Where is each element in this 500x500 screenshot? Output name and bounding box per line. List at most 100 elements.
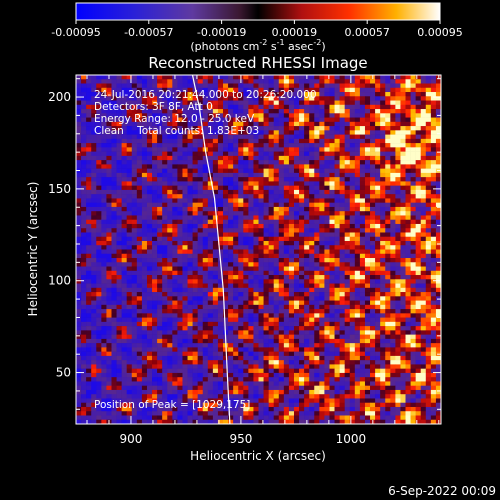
heatmap-cell [116, 317, 122, 323]
heatmap-cell [258, 117, 264, 123]
heatmap-cell [430, 338, 437, 344]
heatmap-cell [233, 283, 239, 289]
heatmap-cell [111, 321, 117, 327]
heatmap-cell [339, 321, 345, 327]
heatmap-cell [141, 177, 148, 182]
heatmap-cell [228, 347, 234, 352]
heatmap-cell [415, 113, 422, 118]
heatmap-cell [136, 368, 143, 374]
heatmap-cell [172, 360, 178, 365]
heatmap-cell [106, 130, 112, 135]
heatmap-cell [278, 87, 285, 93]
heatmap-cell [400, 317, 406, 323]
heatmap-cell [146, 211, 153, 216]
heatmap-cell [435, 300, 441, 306]
heatmap-cell [212, 283, 219, 289]
heatmap-cell [202, 164, 209, 169]
heatmap-cell [385, 304, 391, 310]
heatmap-cell [344, 215, 351, 221]
heatmap-cell [430, 96, 437, 101]
heatmap-cell [157, 253, 163, 259]
heatmap-cell [177, 343, 183, 348]
heatmap-cell [390, 300, 396, 306]
heatmap-cell [192, 309, 198, 314]
heatmap-cell [111, 313, 117, 318]
heatmap-cell [263, 360, 269, 365]
heatmap-cell [324, 134, 330, 140]
heatmap-cell [415, 245, 422, 250]
heatmap-cell [86, 117, 92, 123]
heatmap-cell [223, 109, 229, 114]
heatmap-cell [349, 143, 356, 148]
heatmap-cell [420, 338, 427, 344]
heatmap-cell [435, 364, 441, 369]
heatmap-cell [258, 100, 264, 106]
heatmap-cell [253, 172, 259, 178]
heatmap-cell [177, 87, 183, 93]
heatmap-cell [299, 155, 305, 161]
heatmap-cell [400, 164, 406, 169]
heatmap-cell [182, 253, 188, 259]
heatmap-cell [273, 279, 280, 284]
heatmap-cell [299, 300, 305, 306]
heatmap-cell [375, 266, 381, 272]
heatmap-cell [339, 266, 345, 272]
heatmap-cell [207, 253, 214, 259]
heatmap-cell [131, 185, 138, 191]
heatmap-cell [96, 279, 102, 284]
heatmap-cell [339, 113, 345, 118]
heatmap-cell [288, 262, 295, 267]
heatmap-cell [146, 351, 153, 357]
heatmap-cell [344, 266, 351, 272]
heatmap-cell [309, 219, 315, 225]
heatmap-cell [96, 206, 102, 212]
heatmap-cell [217, 223, 224, 229]
heatmap-cell [136, 206, 143, 212]
heatmap-cell [136, 258, 143, 263]
heatmap-cell [146, 130, 153, 135]
heatmap-cell [141, 228, 148, 233]
heatmap-cell [248, 211, 254, 216]
heatmap-cell [435, 147, 441, 152]
heatmap-cell [136, 151, 143, 157]
heatmap-cell [288, 194, 295, 199]
heatmap-cell [354, 100, 361, 106]
heatmap-cell [197, 121, 204, 127]
heatmap-cell [141, 109, 148, 114]
heatmap-cell [329, 287, 335, 293]
heatmap-cell [329, 326, 335, 331]
heatmap-cell [187, 202, 193, 208]
heatmap-cell [187, 151, 193, 157]
heatmap-cell [324, 270, 330, 276]
heatmap-cell [106, 266, 112, 272]
heatmap-cell [86, 262, 92, 267]
heatmap-cell [91, 189, 97, 195]
heatmap-cell [375, 317, 381, 323]
heatmap-cell [385, 96, 391, 101]
heatmap-cell [228, 143, 234, 148]
heatmap-image [76, 75, 441, 424]
heatmap-cell [430, 266, 437, 272]
heatmap-cell [111, 262, 117, 267]
heatmap-cell [141, 143, 148, 148]
heatmap-cell [293, 130, 300, 135]
heatmap-cell [76, 347, 82, 352]
heatmap-cell [415, 270, 422, 276]
heatmap-cell [405, 185, 411, 191]
heatmap-cell [91, 364, 97, 369]
heatmap-cell [121, 151, 127, 157]
heatmap-cell [420, 351, 427, 357]
heatmap-cell [354, 104, 361, 110]
heatmap-cell [136, 266, 143, 272]
heatmap-cell [349, 343, 356, 348]
heatmap-cell [364, 202, 371, 208]
heatmap-cell [111, 249, 117, 255]
heatmap-cell [228, 360, 234, 365]
heatmap-cell [314, 343, 320, 348]
heatmap-cell [329, 168, 335, 174]
heatmap-cell [314, 113, 320, 118]
heatmap-cell [344, 194, 351, 199]
heatmap-cell [167, 109, 173, 114]
heatmap-cell [405, 355, 411, 361]
heatmap-cell [430, 113, 437, 118]
